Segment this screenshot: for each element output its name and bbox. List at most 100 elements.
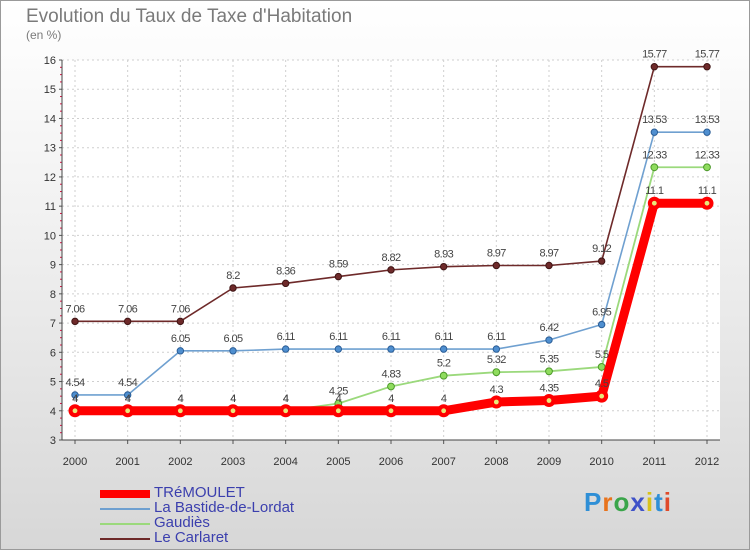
data-label: 4 bbox=[178, 393, 184, 405]
x-tick-label: 2004 bbox=[273, 456, 297, 468]
data-point bbox=[176, 317, 185, 326]
y-tick-label: 3 bbox=[50, 435, 56, 447]
data-label: 4 bbox=[230, 393, 236, 405]
data-label: 4 bbox=[388, 393, 394, 405]
x-tick-label: 2006 bbox=[379, 456, 403, 468]
data-point bbox=[703, 63, 711, 71]
data-point bbox=[123, 391, 132, 399]
data-point bbox=[439, 262, 448, 271]
data-point bbox=[492, 368, 501, 377]
data-label: 4.35 bbox=[539, 383, 558, 395]
logo-letter: P bbox=[584, 487, 603, 517]
logo-letter: x bbox=[630, 487, 646, 517]
x-tick-label: 2002 bbox=[168, 456, 192, 468]
y-tick-label: 7 bbox=[50, 318, 56, 330]
data-label: 6.11 bbox=[435, 331, 454, 343]
y-tick-label: 9 bbox=[50, 260, 56, 272]
data-point bbox=[387, 345, 395, 353]
x-tick-label: 2000 bbox=[63, 456, 87, 468]
data-point-inner bbox=[704, 200, 710, 206]
data-point-inner bbox=[230, 408, 236, 414]
data-point-inner bbox=[441, 408, 447, 414]
data-point-inner bbox=[388, 408, 394, 414]
legend-swatch bbox=[100, 523, 150, 525]
data-label: 6.05 bbox=[223, 333, 242, 345]
data-label: 5.5 bbox=[595, 349, 609, 361]
data-label: 7.06 bbox=[171, 303, 190, 315]
legend-label: TRéMOULET bbox=[154, 484, 245, 501]
data-label: 4 bbox=[125, 393, 131, 405]
data-label: 15.77 bbox=[642, 49, 667, 61]
legend-label: Gaudiès bbox=[154, 514, 210, 531]
proxiti-logo: Proxiti bbox=[584, 487, 672, 518]
data-label: 9.12 bbox=[592, 243, 611, 255]
data-point-inner bbox=[651, 200, 657, 206]
data-label: 4.3 bbox=[490, 384, 504, 396]
x-tick-label: 2010 bbox=[589, 456, 613, 468]
data-point-inner bbox=[546, 398, 552, 403]
data-point bbox=[650, 128, 659, 136]
data-point bbox=[703, 128, 711, 136]
data-label: 6.42 bbox=[539, 322, 558, 334]
data-label: 11.1 bbox=[645, 185, 664, 197]
data-point-inner bbox=[177, 408, 183, 414]
x-tick-label: 2012 bbox=[695, 456, 719, 468]
logo-letter: r bbox=[602, 487, 614, 517]
data-label: 6.05 bbox=[171, 333, 190, 345]
data-point bbox=[439, 345, 448, 353]
data-label: 6.11 bbox=[277, 331, 296, 343]
x-tick-label: 2005 bbox=[326, 456, 350, 468]
data-point bbox=[545, 261, 553, 270]
x-tick-label: 2011 bbox=[643, 456, 667, 468]
data-label: 4 bbox=[230, 393, 236, 405]
data-label: 5.35 bbox=[539, 353, 558, 365]
data-point bbox=[281, 279, 290, 288]
chart-title: Evolution du Taux de Taxe d'Habitation bbox=[26, 6, 353, 27]
data-label: 8.82 bbox=[381, 252, 400, 264]
data-label: 13.53 bbox=[695, 114, 720, 126]
data-label: 12.33 bbox=[642, 149, 667, 161]
data-point bbox=[597, 363, 606, 371]
data-label: 6.11 bbox=[382, 331, 401, 343]
data-point-inner bbox=[72, 408, 78, 414]
data-label: 8.97 bbox=[487, 247, 506, 259]
x-tick-label: 2008 bbox=[484, 456, 508, 468]
data-label: 5.2 bbox=[437, 358, 451, 370]
data-point bbox=[703, 163, 711, 172]
data-point bbox=[545, 336, 553, 344]
data-point bbox=[597, 257, 606, 265]
data-label: 13.53 bbox=[642, 114, 667, 126]
data-label: 4 bbox=[72, 393, 78, 405]
data-label: 15.77 bbox=[695, 49, 720, 61]
data-point bbox=[71, 317, 79, 326]
data-label: 4 bbox=[125, 393, 131, 405]
logo-letter: t bbox=[654, 487, 664, 517]
data-label: 4 bbox=[283, 393, 289, 405]
data-point bbox=[439, 371, 448, 380]
data-label: 8.93 bbox=[434, 249, 453, 261]
x-tick-label: 2009 bbox=[537, 456, 561, 468]
data-label: 8.97 bbox=[539, 247, 558, 259]
y-tick-label: 6 bbox=[50, 347, 56, 359]
data-label: 4.54 bbox=[65, 377, 84, 389]
data-point bbox=[597, 320, 606, 329]
data-label: 4.5 bbox=[595, 378, 609, 390]
data-point bbox=[545, 367, 553, 376]
data-point-inner bbox=[335, 408, 341, 414]
y-tick-label: 16 bbox=[44, 55, 56, 67]
data-label: 5.32 bbox=[487, 354, 506, 366]
data-point bbox=[229, 284, 237, 292]
data-label: 6.95 bbox=[592, 307, 611, 319]
data-point bbox=[492, 345, 501, 353]
y-tick-label: 4 bbox=[50, 406, 56, 418]
x-tick-label: 2001 bbox=[115, 456, 139, 468]
y-tick-label: 10 bbox=[44, 230, 56, 242]
y-tick-label: 8 bbox=[50, 289, 56, 301]
data-label: 7.06 bbox=[118, 303, 137, 315]
data-point bbox=[650, 63, 659, 71]
chart-subtitle: (en %) bbox=[26, 28, 62, 42]
data-label: 4 bbox=[283, 393, 289, 405]
logo-letter: i bbox=[663, 487, 672, 517]
data-label: 4.83 bbox=[381, 369, 400, 381]
